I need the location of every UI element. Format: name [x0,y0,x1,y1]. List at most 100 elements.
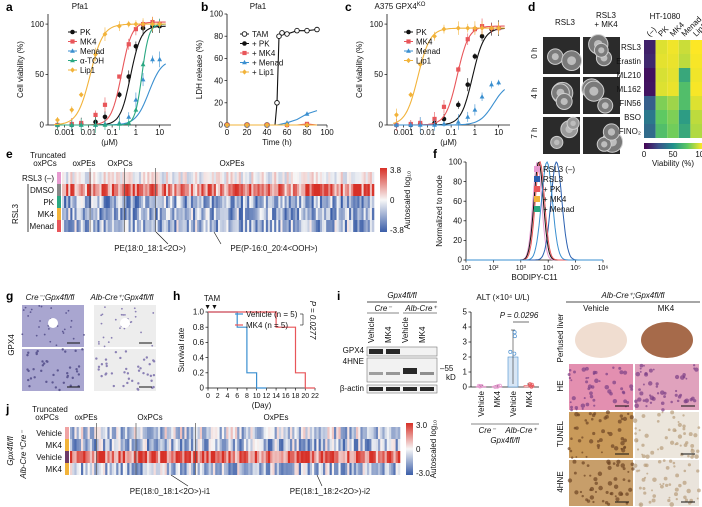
tissue-dot [612,398,618,404]
heat-cell [259,451,262,463]
heat-cell [230,184,233,196]
tissue-dot [606,459,611,465]
heat-cell [224,439,227,451]
heat-cell [338,439,341,451]
heat-cell [205,172,208,184]
heat-cell [127,439,130,451]
heat-cell [253,172,256,184]
heat-cell [323,427,326,439]
heat-cell [155,427,159,439]
heat-cell [178,208,181,220]
heat-cell [336,172,339,184]
heat-cell [103,172,106,184]
heatmap-cell [678,82,691,96]
heat-cell [287,463,291,475]
heat-cell [342,184,346,196]
heat-cell [124,172,127,184]
heat-cell [85,439,88,451]
heat-cell [319,208,323,220]
tissue-dot [585,455,588,458]
heat-cell [159,220,163,232]
heatmap-cell [644,54,656,68]
heat-cell [149,463,152,475]
heat-cell [186,463,190,475]
point-a-3-6 [126,120,132,125]
tissue-dot [636,469,639,473]
heatmap-xlabel: Viability (%) [652,159,694,168]
tissue-dot [613,446,619,451]
heat-cell [342,220,346,232]
heat-cell [87,439,91,451]
heat-cell [274,220,277,232]
heat-cell [114,439,117,451]
tissue-dot [648,368,653,373]
heat-cell [316,439,319,451]
heat-cell [95,208,98,220]
heat-cell [285,439,289,451]
heat-cell [66,220,69,232]
heat-cell [311,172,314,184]
heat-cell [94,451,97,463]
heat-cell [103,463,106,475]
heat-cell [235,451,238,463]
heat-cell [199,220,202,232]
heat-cell [149,208,152,220]
heat-cell [130,220,134,232]
heat-cell [70,196,73,208]
heat-cell [234,196,238,208]
heat-cell [286,196,290,208]
heat-cell [364,427,368,439]
heat-cell [155,208,158,220]
heat-cell [267,184,271,196]
heat-cell [136,184,140,196]
heat-cell [322,184,325,196]
heat-cell [190,220,194,232]
heat-cell [188,220,192,232]
group-label-truncated-j: Truncated [32,405,68,414]
x-tick-label: 40 [263,128,272,137]
blot-band [369,349,383,354]
tissue-dot [676,399,680,403]
ihc-dot [97,341,100,343]
heat-cell [120,451,124,463]
tissue-dot [605,372,609,376]
heat-cell [170,172,173,184]
heat-cell [151,427,154,439]
tissue-dot [594,378,599,384]
heat-cell [342,451,346,463]
heat-cell [199,451,203,463]
heat-cell [353,184,356,196]
heat-cell [126,220,129,232]
heat-cell [204,439,207,451]
heat-cell [160,427,163,439]
x-tick-label: 100 [320,128,334,137]
heat-cell [188,463,192,475]
heat-cell [305,427,308,439]
heat-cell [129,439,132,451]
tissue-dot [639,391,644,396]
heat-cell [301,184,304,196]
heat-cell [263,427,267,439]
heat-cell [118,439,121,451]
point-c-0-6 [465,82,471,87]
heat-cell [317,172,321,184]
heat-cell [174,184,177,196]
heat-cell [261,451,264,463]
point-b-0-6 [274,100,280,106]
heat-cell [336,220,339,232]
heat-cell [284,196,287,208]
heat-cell [147,184,150,196]
row-color-0 [57,172,61,184]
point-c-1-4 [441,104,447,109]
heat-cell [351,184,354,196]
legend-entry-3: Lip1 [416,56,432,65]
tissue-dot [594,370,598,375]
heat-cell [188,172,192,184]
heat-cell [206,463,209,475]
heat-cell [226,463,229,475]
tissue-dot [645,405,648,408]
heat-cell [281,463,284,475]
heat-cell [290,427,293,439]
heat-cell [128,172,131,184]
tissue-dot [572,459,577,464]
